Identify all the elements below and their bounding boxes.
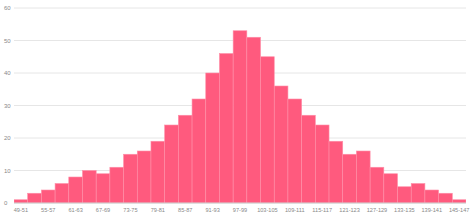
bar — [219, 54, 233, 204]
bar — [82, 171, 96, 204]
grid — [14, 8, 466, 203]
x-tick-label: 139-141 — [421, 207, 442, 213]
bar — [41, 190, 55, 203]
grid-line — [14, 203, 466, 204]
x-tick-label: 97-99 — [233, 207, 247, 213]
bar — [110, 167, 124, 203]
bar — [398, 187, 412, 203]
x-tick-label: 73-75 — [123, 207, 137, 213]
bar — [55, 184, 69, 204]
x-tick-label: 85-87 — [178, 207, 192, 213]
x-tick-label: 79-81 — [151, 207, 165, 213]
x-tick-label: 103-105 — [257, 207, 278, 213]
bar — [233, 31, 247, 203]
bar — [288, 99, 302, 203]
x-tick-label: 121-123 — [339, 207, 360, 213]
x-tick-label: 127-129 — [367, 207, 388, 213]
bar — [411, 184, 425, 204]
bar — [96, 174, 110, 203]
y-tick-label: 60 — [4, 5, 11, 11]
x-tick-label: 145-147 — [449, 207, 470, 213]
x-tick-label: 91-93 — [205, 207, 219, 213]
bar — [69, 177, 83, 203]
bar — [343, 154, 357, 203]
bar — [247, 37, 261, 203]
bar — [137, 151, 151, 203]
bar — [384, 174, 398, 203]
chart-svg: 0 10 20 30 40 50 60 49-51 55-57 61-63 67-69 73-75 79… — [0, 0, 474, 219]
bars — [14, 31, 466, 203]
bar — [192, 99, 206, 203]
bar — [124, 154, 138, 203]
bar — [315, 125, 329, 203]
y-tick-label: 0 — [4, 200, 8, 206]
chart-container: 0 10 20 30 40 50 60 49-51 55-57 61-63 67-69 73-75 79… — [0, 0, 474, 219]
bar — [302, 115, 316, 203]
x-tick-label: 61-63 — [68, 207, 82, 213]
x-tick-label: 109-111 — [285, 207, 305, 213]
bar — [370, 167, 384, 203]
bar — [425, 190, 439, 203]
x-tick-label: 115-117 — [312, 207, 332, 213]
x-tick-label: 67-69 — [96, 207, 110, 213]
bar — [439, 193, 453, 203]
x-tick-label: 133-135 — [394, 207, 415, 213]
bar — [206, 73, 220, 203]
y-tick-label: 40 — [4, 70, 11, 76]
grid-line — [14, 8, 466, 9]
bar — [261, 57, 275, 203]
x-axis — [14, 203, 466, 204]
bar — [178, 115, 192, 203]
bar — [151, 141, 165, 203]
x-tick-label: 49-51 — [14, 207, 28, 213]
y-tick-label: 50 — [4, 38, 11, 44]
y-tick-label: 20 — [4, 135, 11, 141]
bar — [356, 151, 370, 203]
x-tick-label: 55-57 — [41, 207, 55, 213]
bar — [28, 193, 42, 203]
y-tick-label: 10 — [4, 168, 11, 174]
bar — [165, 125, 179, 203]
bar — [329, 141, 343, 203]
y-tick-label: 30 — [4, 103, 11, 109]
bar — [274, 86, 288, 203]
